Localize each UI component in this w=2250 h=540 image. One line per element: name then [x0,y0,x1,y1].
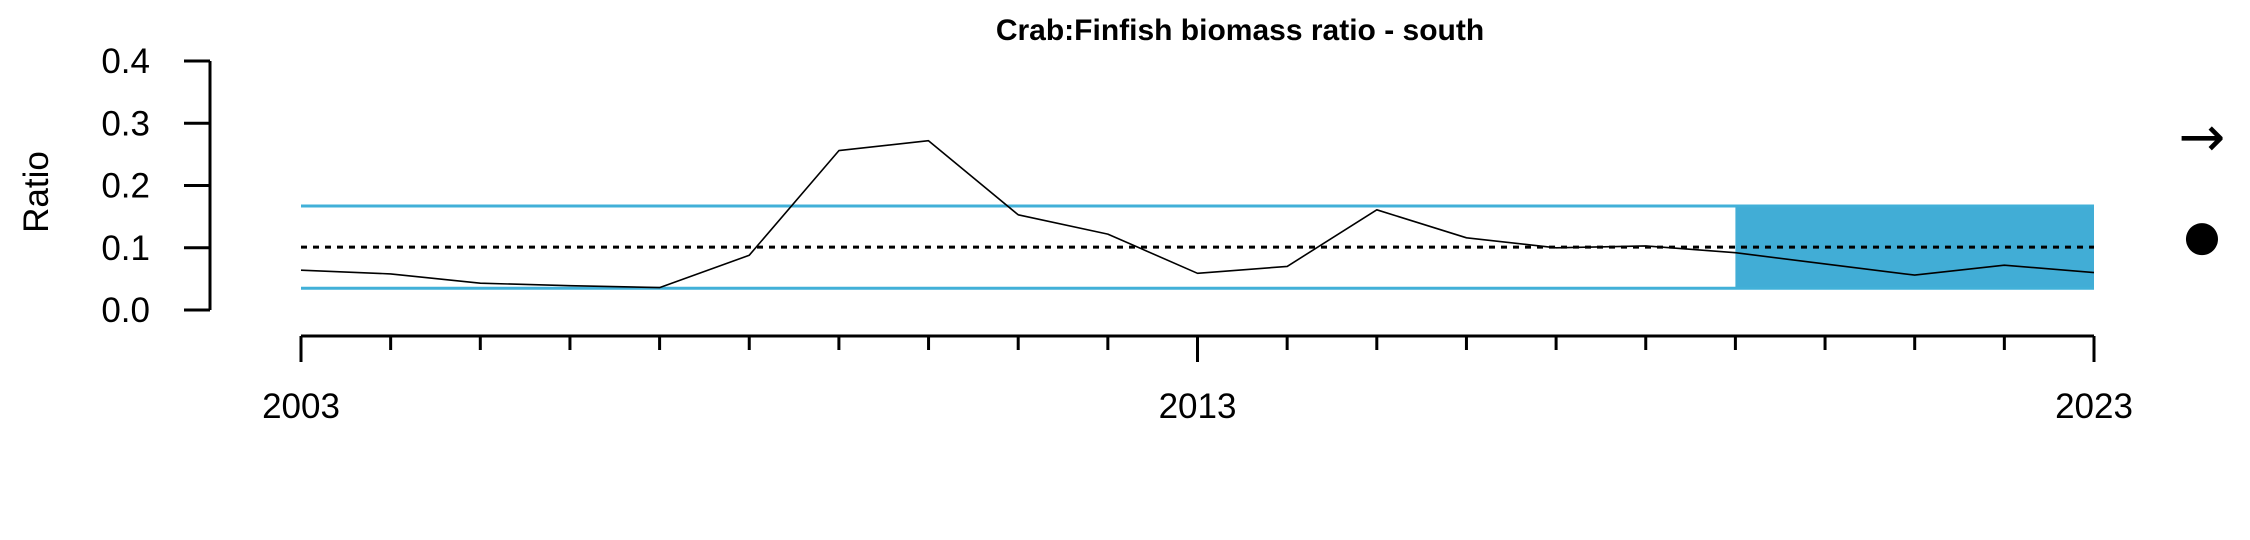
x-tick-label: 2023 [2055,387,2133,426]
y-tick-label: 0.1 [101,229,150,268]
chart-title: Crab:Finfish biomass ratio - south [996,14,1484,47]
series-line [300,139,2095,289]
x-tick-label: 2003 [262,387,340,426]
y-tick-label: 0.4 [101,42,150,81]
y-tick-label: 0.2 [101,167,150,206]
y-axis-label: Ratio [17,151,56,233]
y-axis: 0.0 0.1 0.2 0.3 0.4 [101,42,212,330]
y-tick-label: 0.0 [101,291,150,330]
x-axis: 2003 2013 2023 [262,334,2133,426]
plot-area [300,139,2095,290]
x-tick-label: 2013 [1159,387,1237,426]
trend-arrow-icon: → [2179,105,2226,170]
y-tick-label: 0.3 [101,104,150,143]
status-dot-icon: ● [2184,211,2221,260]
